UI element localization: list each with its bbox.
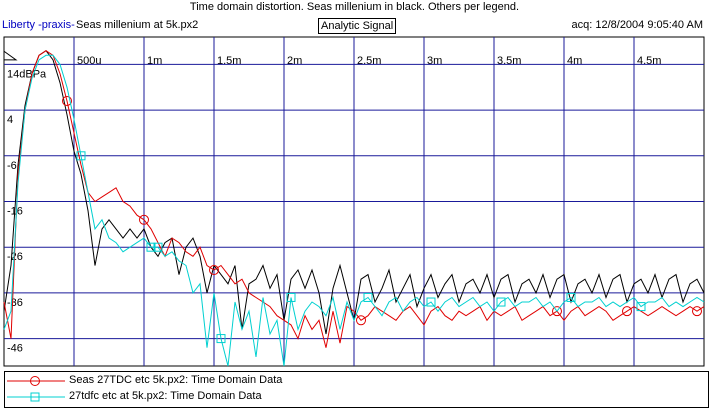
series-marker-circle — [62, 95, 72, 106]
plot-area[interactable]: 500u 1m 1.5m 2m 2.5m 3m 3.5m 4m 4.5m14dBPa4-6-16… — [0, 0, 709, 370]
series-line-2 — [3, 54, 705, 367]
analytic-signal-tab[interactable]: Analytic Signal — [318, 18, 397, 34]
legend-swatch-cyan — [7, 392, 65, 402]
x-tick-label: 1.5m — [217, 55, 241, 67]
series-marker-circle — [356, 315, 366, 326]
file-name: Seas millenium at 5k.px2 — [76, 19, 199, 31]
x-tick-label: 4m — [567, 55, 582, 67]
legend-item-seas-27tdc[interactable]: Seas 27TDC etc 5k.px2: Time Domain Data — [5, 373, 708, 389]
x-tick-label: 3m — [427, 55, 442, 67]
reference-marker — [3, 50, 18, 61]
series-marker-square — [496, 297, 506, 307]
series-marker-square — [566, 292, 576, 302]
series-marker-square — [636, 302, 646, 312]
y-tick-label: 14dBPa — [7, 68, 47, 80]
series-marker-square — [426, 297, 436, 307]
plot-header: Liberty -praxis- Seas millenium at 5k.px… — [2, 18, 704, 35]
series-marker-circle — [139, 214, 149, 225]
series-line-1 — [3, 50, 705, 348]
series-marker-square — [153, 242, 163, 252]
x-tick-label: 3.5m — [497, 55, 521, 67]
series-marker-square — [76, 151, 86, 161]
x-tick-label: 2m — [287, 55, 302, 67]
legend-item-27tdfc[interactable]: 27tdfc etc at 5k.px2: Time Domain Data — [5, 389, 708, 405]
legend-label: Seas 27TDC etc 5k.px2: Time Domain Data — [69, 374, 283, 386]
series-marker-circle — [209, 265, 219, 276]
series-marker-square — [286, 292, 296, 302]
series-marker-square — [146, 242, 156, 252]
series-marker-square — [216, 334, 226, 344]
x-tick-label: 4.5m — [637, 55, 661, 67]
series-marker-square — [363, 292, 373, 302]
y-tick-label: -6 — [7, 160, 17, 172]
chart-title: Time domain distortion. Seas millenium i… — [189, 1, 520, 13]
brand-label: Liberty -praxis- — [2, 19, 75, 31]
y-tick-label: -36 — [7, 297, 23, 309]
y-tick-label: -46 — [7, 343, 23, 355]
acquisition-timestamp: acq: 12/8/2004 9:05:40 AM — [571, 19, 704, 31]
series-marker-circle — [692, 306, 702, 317]
legend-label: 27tdfc etc at 5k.px2: Time Domain Data — [69, 390, 262, 402]
x-tick-label: 2.5m — [357, 55, 381, 67]
legend-swatch-red — [7, 376, 65, 386]
series-marker-circle — [622, 306, 632, 317]
x-tick-label: 1m — [147, 55, 162, 67]
legend: Seas 27TDC etc 5k.px2: Time Domain Data … — [4, 371, 709, 408]
x-tick-label: 500u — [77, 55, 101, 67]
series-marker-circle — [552, 306, 562, 317]
y-tick-label: 4 — [7, 114, 13, 126]
